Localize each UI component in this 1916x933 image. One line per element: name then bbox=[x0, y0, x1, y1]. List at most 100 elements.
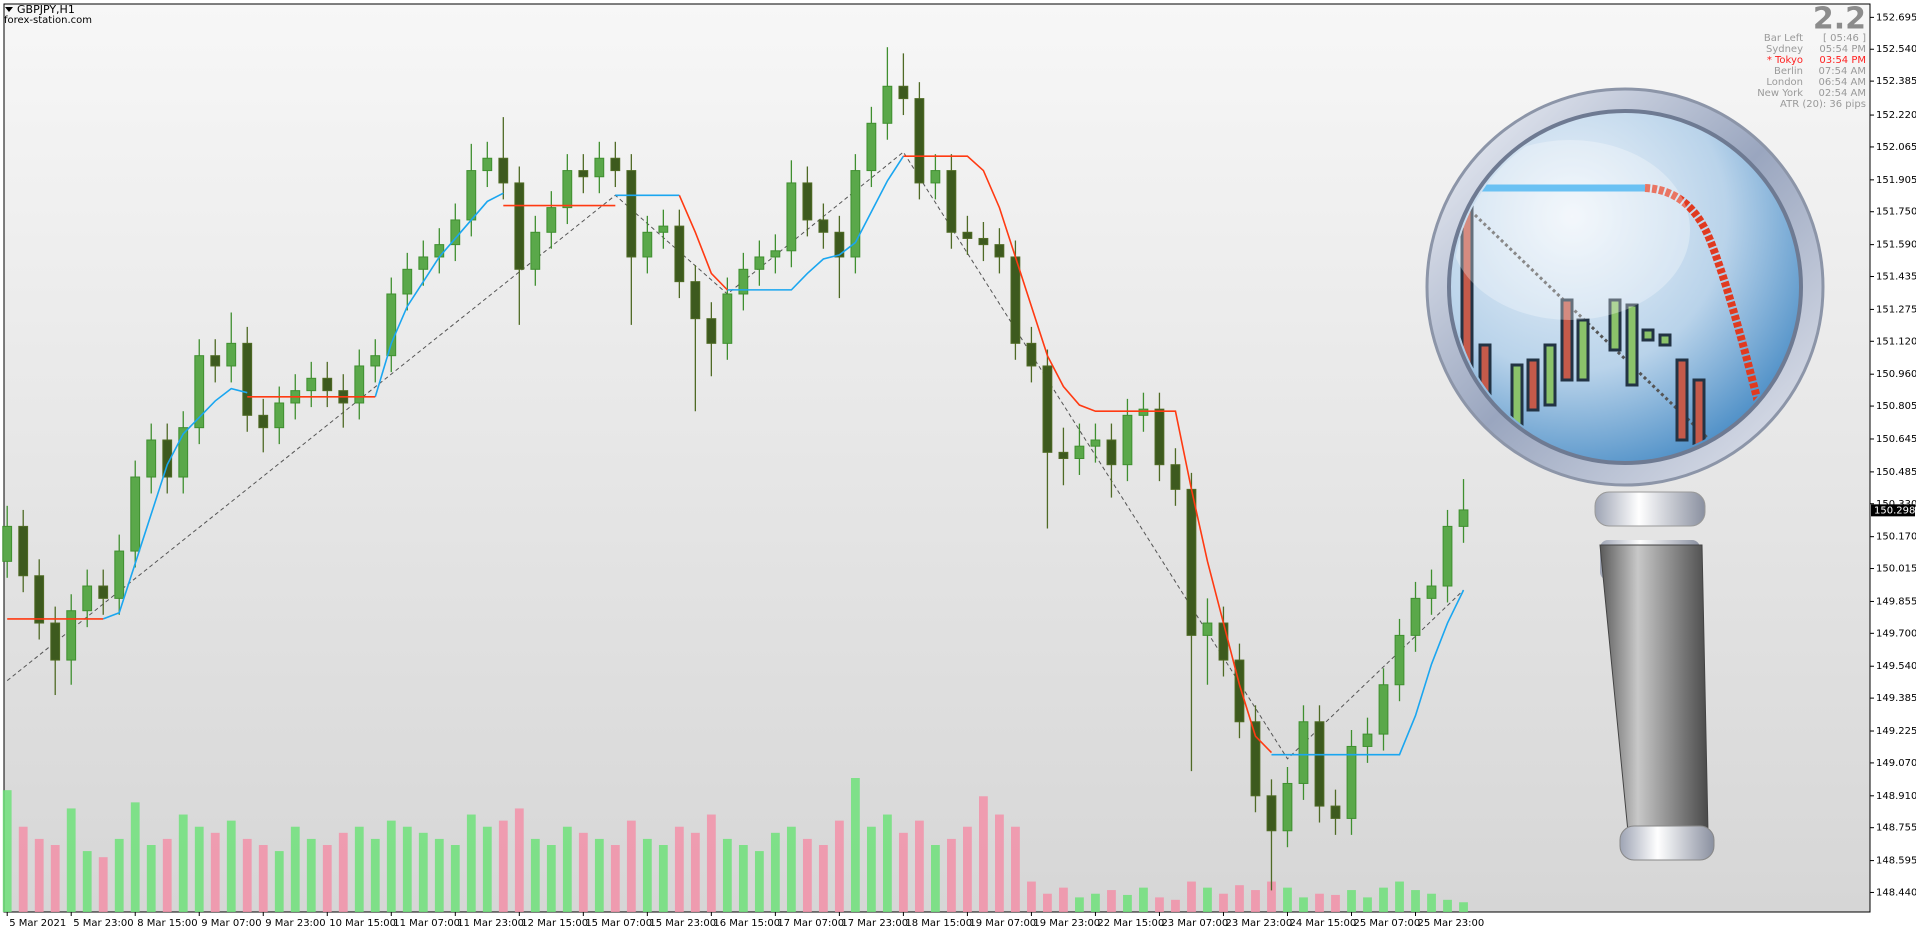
info-value: 03:54 PM bbox=[1819, 55, 1866, 66]
candle-body bbox=[578, 170, 589, 178]
candle-body bbox=[1186, 488, 1197, 636]
candle-body bbox=[1330, 805, 1341, 819]
candle-body bbox=[1458, 509, 1469, 527]
y-tick-label: 151.435 bbox=[1876, 272, 1916, 283]
candle-body bbox=[1362, 733, 1373, 747]
candle-body bbox=[1042, 365, 1053, 453]
candle-body bbox=[1138, 408, 1149, 416]
candle-body bbox=[82, 585, 93, 612]
volume-bar bbox=[1443, 899, 1452, 912]
x-tick-label: 25 Mar 23:00 bbox=[1418, 918, 1485, 929]
volume-bar bbox=[1139, 887, 1148, 912]
lens-candle bbox=[1675, 358, 1689, 442]
x-tick-label: 8 Mar 15:00 bbox=[137, 918, 197, 929]
candle-body bbox=[770, 250, 781, 258]
x-tick-label: 17 Mar 07:00 bbox=[777, 918, 844, 929]
y-tick-label: 149.700 bbox=[1876, 628, 1916, 639]
info-big: 2.2 bbox=[1813, 2, 1866, 37]
volume-bar bbox=[354, 826, 364, 912]
volume-bar bbox=[1171, 899, 1180, 912]
volume-bar bbox=[130, 802, 140, 912]
candle-body bbox=[1074, 445, 1085, 460]
volume-bar bbox=[930, 845, 940, 912]
volume-bar bbox=[594, 838, 604, 912]
info-label: New York bbox=[1757, 88, 1803, 99]
y-tick-label: 150.645 bbox=[1876, 434, 1916, 445]
candle-body bbox=[482, 157, 493, 172]
header: GBPJPY,H1 forex-station.com bbox=[4, 3, 92, 26]
x-tick-label: 25 Mar 07:00 bbox=[1353, 918, 1420, 929]
y-tick-label: 149.540 bbox=[1876, 661, 1916, 672]
volume-bar bbox=[306, 838, 316, 912]
x-tick-label: 11 Mar 23:00 bbox=[457, 918, 524, 929]
candle-body bbox=[690, 281, 701, 320]
info-value: 06:54 AM bbox=[1819, 77, 1866, 88]
candle-body bbox=[530, 231, 541, 270]
candle-body bbox=[610, 157, 621, 172]
volume-bar bbox=[1027, 881, 1036, 912]
y-tick-label: 152.385 bbox=[1876, 76, 1916, 87]
volume-bar bbox=[754, 851, 764, 912]
volume-bar bbox=[482, 826, 492, 912]
candle-body bbox=[722, 293, 733, 344]
y-tick-label: 152.695 bbox=[1876, 12, 1916, 23]
indicator-line bbox=[374, 192, 504, 398]
info-panel: 2.2 Bar Left [ 05:46 ] Sydney 05:54 PM *… bbox=[1757, 2, 1866, 111]
y-tick-label: 148.595 bbox=[1876, 856, 1916, 867]
info-label: London bbox=[1766, 77, 1803, 88]
x-tick-label: 15 Mar 07:00 bbox=[585, 918, 652, 929]
volume-bar bbox=[18, 826, 28, 912]
candle-body bbox=[1314, 721, 1325, 807]
candle-body bbox=[1170, 464, 1181, 490]
info-value: 07:54 AM bbox=[1819, 66, 1866, 77]
volume-bar bbox=[1411, 890, 1420, 912]
y-tick-label: 150.015 bbox=[1876, 564, 1916, 575]
candle-body bbox=[754, 256, 765, 270]
indicator-line bbox=[678, 194, 728, 291]
info-value: 05:54 PM bbox=[1819, 44, 1866, 55]
menu-arrow[interactable] bbox=[5, 7, 13, 12]
symbol-label: GBPJPY,H1 bbox=[17, 3, 75, 16]
info-label: * Tokyo bbox=[1767, 55, 1803, 66]
y-tick-label: 149.225 bbox=[1876, 726, 1916, 737]
candle-body bbox=[866, 122, 877, 172]
volume-bar bbox=[642, 838, 652, 912]
candle-body bbox=[146, 439, 157, 478]
candle-body bbox=[626, 170, 637, 258]
lens-glare bbox=[1453, 140, 1690, 320]
x-tick-label: 23 Mar 07:00 bbox=[1161, 918, 1228, 929]
volume-bar bbox=[947, 838, 956, 912]
candle-body bbox=[642, 231, 653, 258]
candle-body bbox=[1410, 597, 1421, 636]
y-tick-label: 150.805 bbox=[1876, 401, 1916, 412]
candle-body bbox=[498, 157, 509, 184]
volume-bar bbox=[530, 838, 540, 912]
volume-bar bbox=[1251, 890, 1260, 912]
x-tick-label: 5 Mar 23:00 bbox=[73, 918, 133, 929]
candle-body bbox=[1218, 622, 1229, 661]
volume-bar bbox=[66, 808, 76, 912]
candle-body bbox=[1202, 622, 1213, 636]
volume-bar bbox=[50, 845, 60, 912]
x-tick-label: 19 Mar 07:00 bbox=[969, 918, 1036, 929]
volume-bar bbox=[1235, 885, 1244, 912]
candle-body bbox=[210, 355, 221, 367]
x-tick-label: 11 Mar 07:00 bbox=[393, 918, 460, 929]
candle-body bbox=[1442, 525, 1453, 587]
candle-body bbox=[1282, 782, 1293, 832]
candle-body bbox=[1106, 439, 1117, 466]
plot: 152.695 152.540 152.385 152.220 152.065 151.9… bbox=[2, 12, 1916, 929]
candle-body bbox=[514, 182, 525, 270]
volume-bar bbox=[1203, 887, 1212, 912]
volume-bar bbox=[1075, 897, 1084, 912]
candle-body bbox=[786, 182, 797, 252]
x-tick-label: 19 Mar 23:00 bbox=[1033, 918, 1100, 929]
info-value: 02:54 AM bbox=[1819, 88, 1866, 99]
volume-bar bbox=[2, 790, 12, 912]
y-tick-label: 151.905 bbox=[1876, 175, 1916, 186]
volume-bar bbox=[898, 832, 908, 912]
y-tick-label: 152.220 bbox=[1876, 110, 1916, 121]
volume-bar bbox=[818, 845, 828, 912]
volume-bar bbox=[210, 832, 220, 912]
